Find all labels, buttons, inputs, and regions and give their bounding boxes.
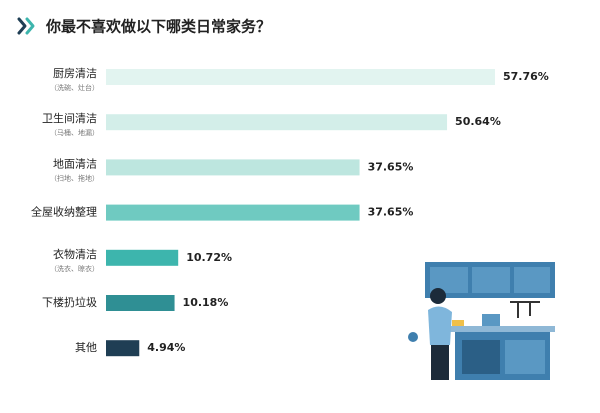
value-label: 10.18% (183, 296, 229, 309)
category-sublabel: （马桶、地漏） (50, 128, 99, 137)
bar (106, 204, 360, 221)
illustration (408, 262, 555, 380)
category-sublabel: （洗衣、晾衣） (50, 264, 99, 273)
value-label: 50.64% (455, 115, 501, 128)
value-label: 4.94% (147, 341, 185, 354)
bar (106, 69, 495, 85)
value-label: 57.76% (503, 70, 549, 83)
value-label: 37.65% (368, 206, 414, 219)
bar (106, 114, 448, 131)
category-sublabel: （扫地、拖地） (50, 173, 99, 182)
category-label: 地面清洁 (53, 157, 97, 170)
category-label: 卫生间清洁 (42, 111, 97, 125)
bar (106, 340, 140, 357)
bar (106, 159, 360, 176)
bar (106, 249, 179, 266)
category-label: 下楼扔垃圾 (42, 295, 97, 309)
category-label: 厨房清洁 (53, 67, 97, 80)
bar (106, 295, 175, 311)
value-label: 37.65% (368, 160, 414, 173)
category-sublabel: （洗碗、灶台） (50, 83, 99, 92)
category-label: 衣物清洁 (53, 247, 97, 261)
value-label: 10.72% (186, 251, 232, 264)
category-label: 全屋收纳整理 (31, 205, 97, 219)
title-icon (17, 17, 35, 35)
category-label: 其他 (75, 341, 97, 354)
chart-title: 你最不喜欢做以下哪类日常家务？ (45, 18, 271, 36)
